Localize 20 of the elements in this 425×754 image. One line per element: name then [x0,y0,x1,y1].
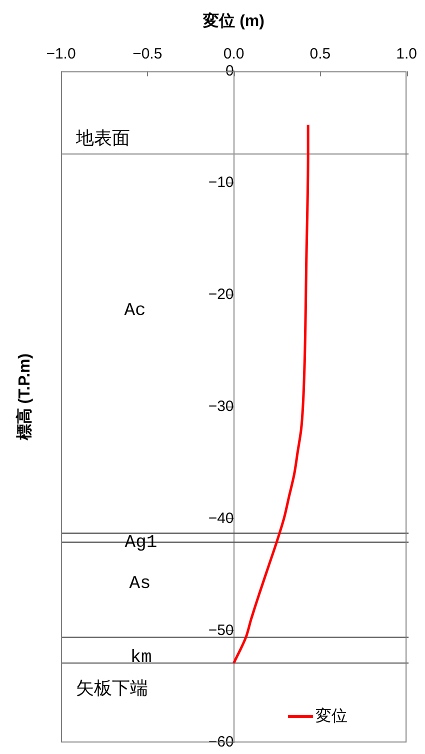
y-tick-label: −40 [208,510,234,527]
x-tick-label: −1.0 [46,45,76,62]
x-tick-label: 0.0 [223,45,244,62]
y-tick-label: −10 [208,174,234,192]
x-axis-title: 変位 (m) [202,11,264,30]
annotation: km [130,648,152,668]
x-tick-label: −0.5 [132,45,162,62]
y-tick-label: 0 [225,62,234,80]
annotation: 地表面 [75,128,130,150]
y-axis-title: 標高 (T.P.m) [16,353,34,440]
y-tick-label: −50 [208,622,234,639]
annotation: Ac [124,300,146,321]
annotation: 矢板下端 [76,678,148,700]
y-tick-label: −30 [208,398,234,415]
y-tick-label: −20 [208,286,234,304]
line-series [232,124,310,664]
x-tick-label: 0.5 [310,45,331,62]
legend-label: 変位 [316,706,348,726]
annotation: As [129,574,151,594]
x-tick-label: 1.0 [396,45,418,62]
